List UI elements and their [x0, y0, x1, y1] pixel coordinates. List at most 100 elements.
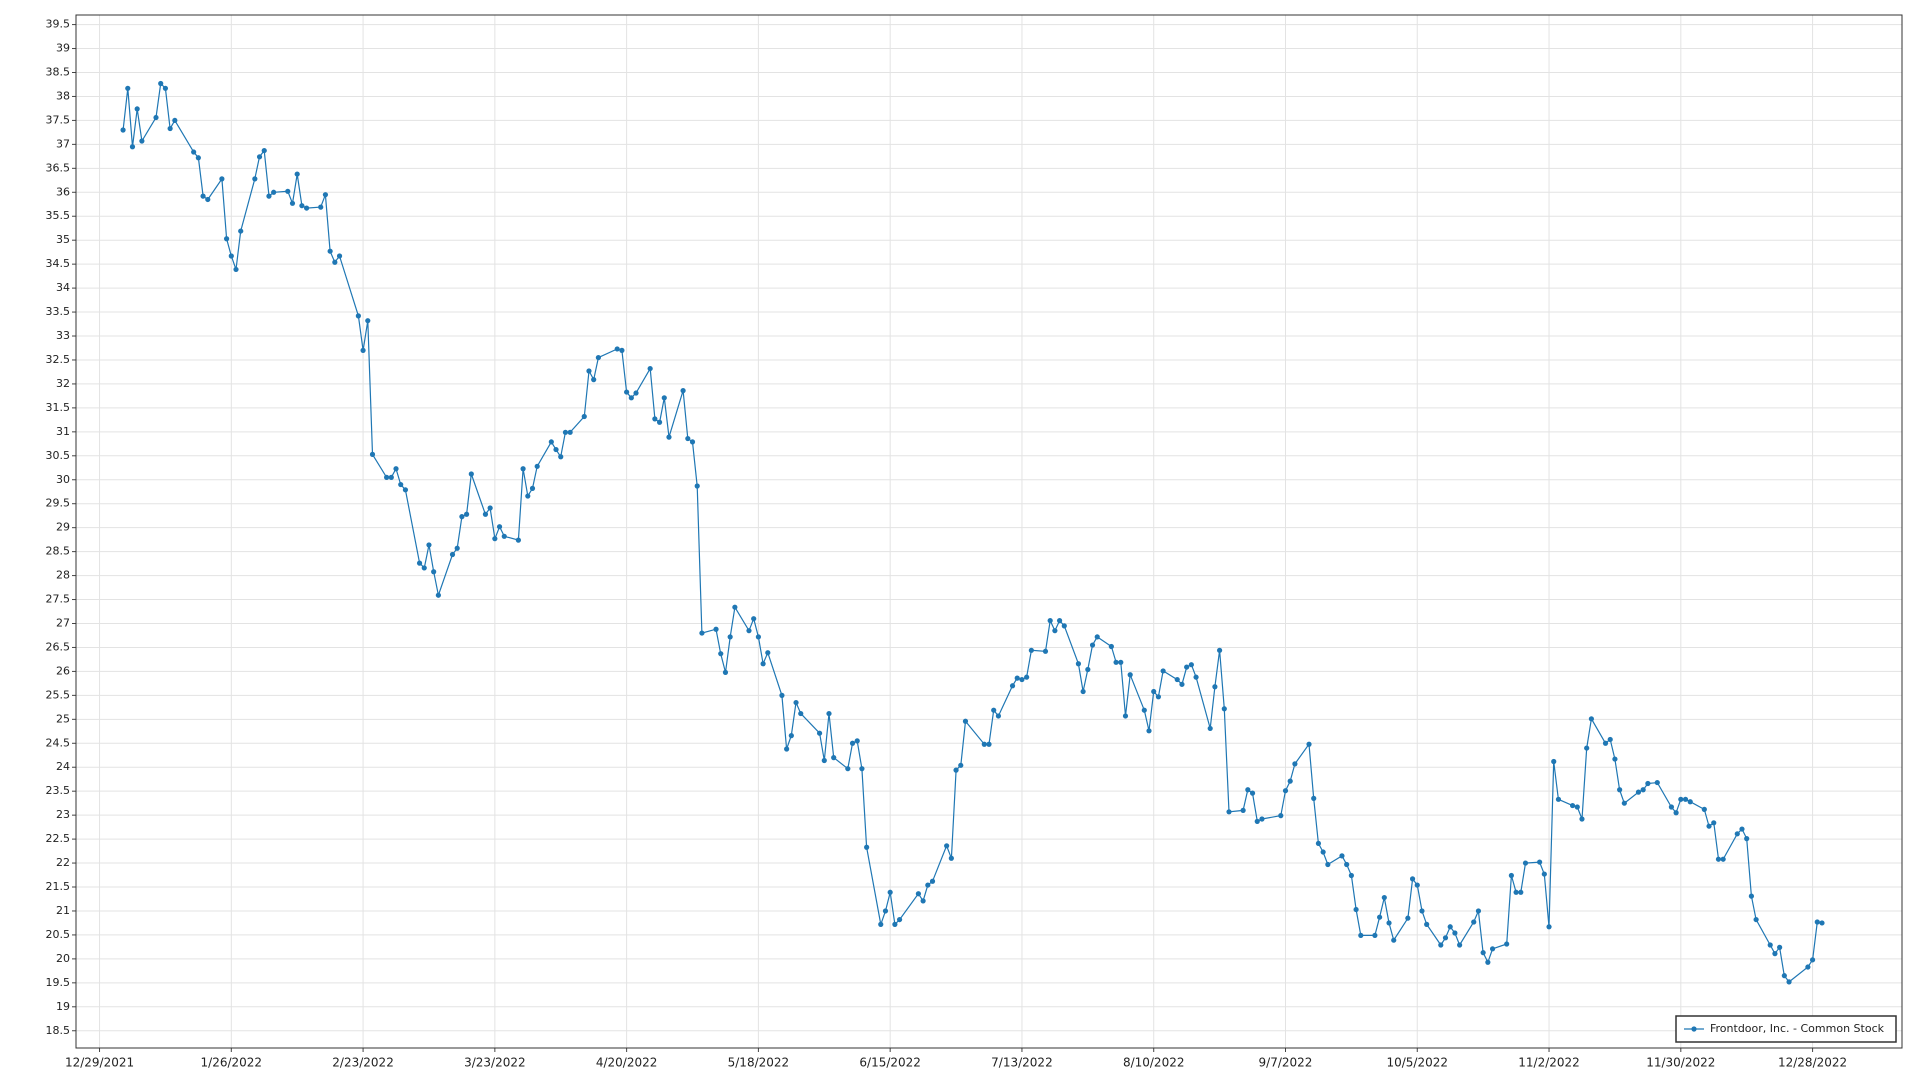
point — [548, 439, 554, 445]
point — [751, 616, 757, 622]
point — [355, 313, 361, 319]
point — [1311, 795, 1317, 801]
point — [496, 524, 503, 530]
y-tick-label: 32.5 — [46, 353, 71, 366]
point — [1489, 946, 1496, 952]
point — [619, 347, 625, 353]
point — [1569, 802, 1576, 809]
point — [534, 463, 540, 469]
point — [1358, 932, 1364, 939]
point — [962, 718, 969, 724]
point — [1221, 706, 1227, 712]
point — [299, 203, 305, 209]
x-tick-label: 3/23/2022 — [464, 1056, 526, 1070]
point — [1019, 676, 1025, 683]
point — [464, 511, 470, 517]
point — [1386, 920, 1392, 926]
point — [1579, 816, 1585, 822]
point — [1715, 856, 1722, 862]
point — [1485, 959, 1491, 965]
point — [416, 560, 423, 566]
point — [953, 767, 959, 773]
point — [1720, 856, 1726, 862]
point — [1654, 779, 1660, 786]
point — [1612, 756, 1618, 762]
x-tick-label: 12/29/2021 — [65, 1056, 134, 1070]
point — [304, 205, 310, 211]
point — [1184, 664, 1190, 670]
point — [1405, 915, 1411, 921]
point — [656, 419, 663, 425]
point — [1047, 618, 1053, 624]
point — [294, 171, 300, 177]
point — [591, 377, 597, 383]
point — [369, 451, 376, 457]
y-tick-label: 36 — [56, 185, 70, 198]
y-tick-label: 22.5 — [46, 832, 71, 845]
legend-label: Frontdoor, Inc. - Common Stock — [1710, 1022, 1885, 1035]
y-tick-label: 22 — [56, 856, 70, 869]
point — [948, 855, 954, 861]
x-tick-label: 6/15/2022 — [859, 1056, 921, 1070]
y-tick-label: 36.5 — [46, 161, 71, 174]
x-tick-label: 9/7/2022 — [1259, 1056, 1313, 1070]
point — [384, 474, 390, 480]
y-tick-label: 23.5 — [46, 784, 71, 797]
point — [1024, 674, 1030, 680]
point — [1574, 804, 1580, 810]
point — [1748, 893, 1755, 899]
y-tick-label: 30 — [56, 473, 70, 486]
point — [1711, 820, 1717, 826]
point — [624, 389, 630, 395]
point — [854, 738, 860, 744]
point — [661, 395, 667, 401]
point — [1151, 688, 1157, 695]
y-tick-label: 26.5 — [46, 640, 71, 653]
y-tick-label: 20.5 — [46, 928, 71, 941]
point — [1188, 662, 1194, 668]
point — [1320, 849, 1326, 855]
point — [553, 446, 559, 453]
point — [285, 188, 291, 194]
point — [322, 192, 329, 198]
point — [233, 266, 239, 273]
point — [1508, 872, 1514, 879]
point — [995, 713, 1002, 719]
point — [1678, 796, 1684, 802]
point — [1687, 799, 1693, 805]
point — [129, 144, 136, 150]
point — [515, 537, 521, 543]
point — [793, 699, 799, 706]
point — [1325, 861, 1331, 868]
point — [652, 416, 658, 422]
point — [1409, 876, 1416, 882]
point — [421, 565, 427, 571]
point — [1085, 666, 1091, 673]
point — [1127, 672, 1133, 678]
point — [944, 843, 950, 849]
x-tick-label: 10/5/2022 — [1386, 1056, 1448, 1070]
point — [694, 483, 700, 489]
y-tick-label: 31 — [56, 425, 70, 438]
point — [628, 395, 634, 401]
point — [454, 545, 460, 551]
point — [859, 766, 865, 772]
legend-box — [1675, 1015, 1897, 1043]
point — [920, 898, 926, 904]
point — [1809, 957, 1816, 963]
point — [252, 176, 258, 182]
point — [849, 740, 856, 746]
point — [1734, 831, 1740, 837]
point — [1094, 634, 1100, 640]
point — [1805, 964, 1811, 970]
point — [1217, 647, 1223, 653]
point — [1372, 932, 1378, 939]
point — [760, 661, 766, 667]
point — [1819, 920, 1825, 926]
legend-marker — [1691, 1026, 1697, 1032]
y-tick-label: 29 — [56, 521, 70, 534]
point — [929, 878, 936, 884]
point — [1174, 676, 1180, 683]
